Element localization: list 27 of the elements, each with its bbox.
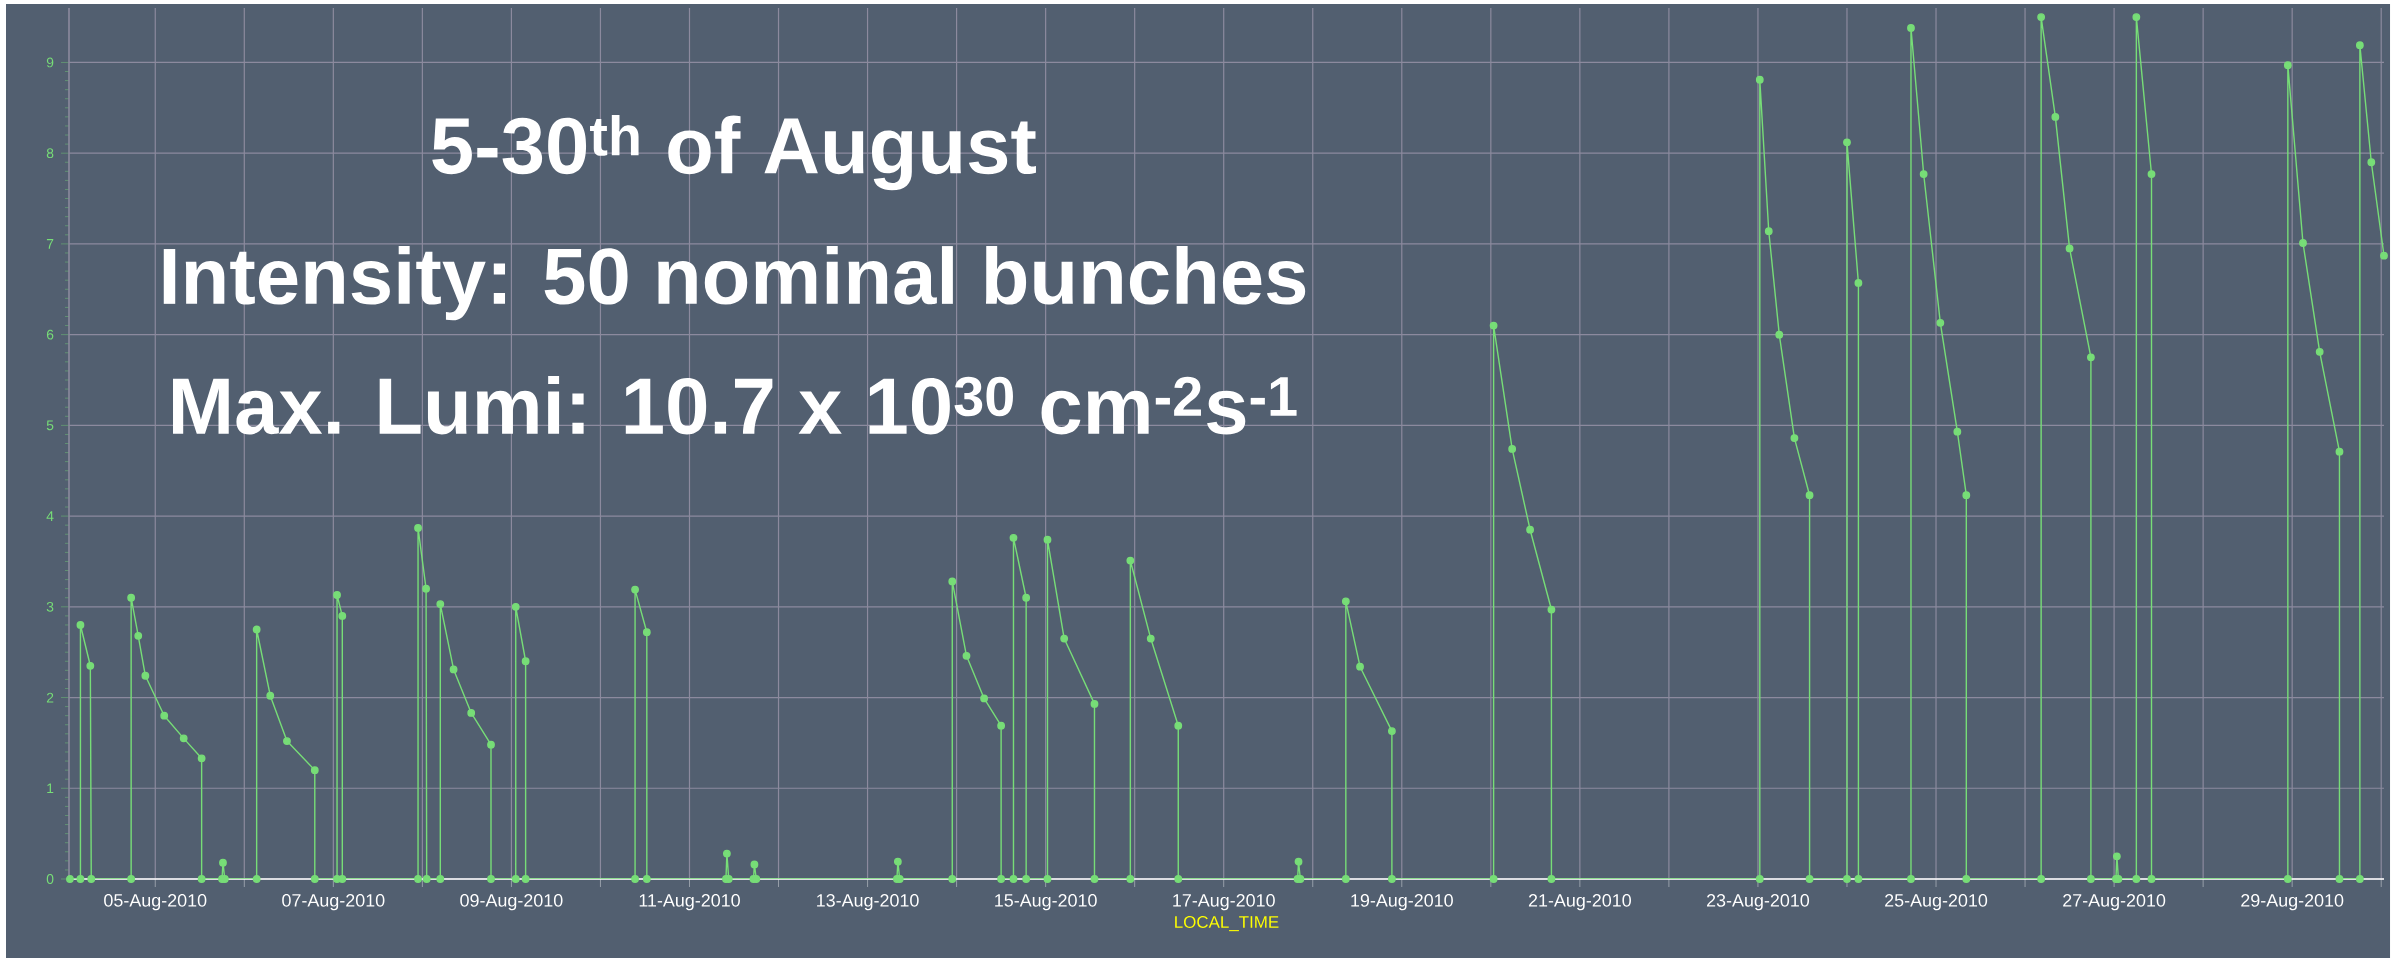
y-tick-label: 2	[46, 692, 54, 703]
x-tick-label: 27-Aug-2010	[2063, 894, 2166, 911]
y-tick-label: 4	[46, 511, 54, 521]
x-tick-label: 25-Aug-2010	[1885, 894, 1988, 911]
y-tick-label: 5	[46, 420, 54, 431]
annotation: Intensity: 50 nominal bunches	[163, 246, 1306, 321]
x-tick-label: 05-Aug-2010	[104, 894, 207, 911]
y-tick-label: 8	[46, 148, 54, 159]
y-tick-label: 9	[46, 57, 54, 68]
x-tick-label: 07-Aug-2010	[282, 894, 385, 911]
x-axis-title: LOCAL_TIME	[1175, 915, 1279, 932]
x-tick-label: 15-Aug-2010	[995, 894, 1097, 911]
x-tick-label: 17-Aug-2010	[1173, 894, 1275, 911]
x-tick-label: 21-Aug-2010	[1528, 894, 1631, 911]
y-tick-label: 7	[46, 239, 54, 249]
annotation: Max. Lumi: 10.7 x 10$^{30}$ cm$^{-2}$s$^{-1}$	[173, 375, 1297, 435]
x-tick-label: 19-Aug-2010	[1351, 894, 1453, 911]
y-tick-label: 3	[46, 601, 54, 612]
x-tick-label: 09-Aug-2010	[460, 894, 563, 911]
y-tick-label: 1	[47, 783, 54, 794]
x-tick-label: 23-Aug-2010	[1707, 894, 1810, 911]
y-tick-label: 6	[46, 329, 54, 340]
annotation: 5-30$^{th}$ of August	[432, 114, 1036, 191]
x-tick-label: 11-Aug-2010	[639, 894, 740, 911]
y-tick-label: 0	[46, 874, 54, 884]
x-tick-label: 29-Aug-2010	[2241, 894, 2344, 911]
x-tick-label: 13-Aug-2010	[817, 894, 919, 911]
